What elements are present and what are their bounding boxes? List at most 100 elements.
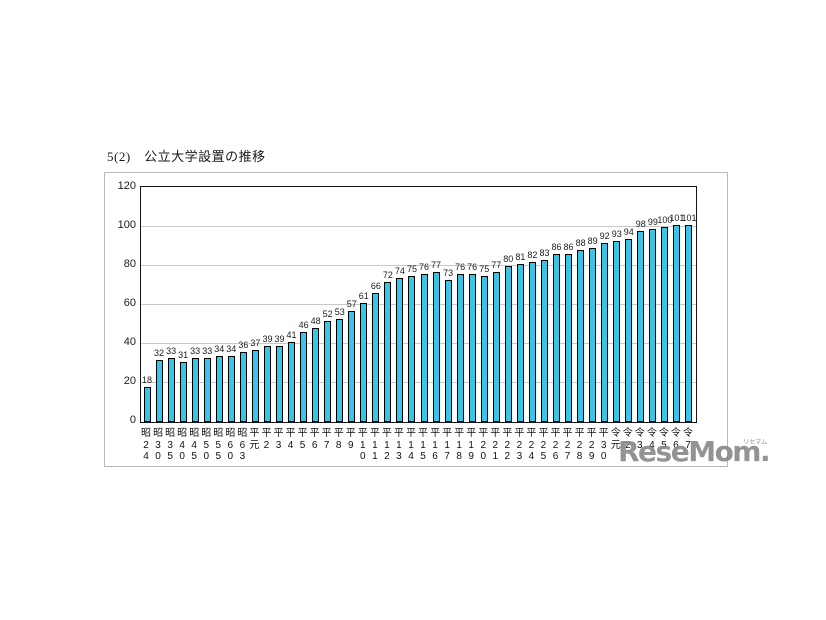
x-axis-label-char: 平 — [333, 428, 344, 439]
x-axis-label-char: 2 — [528, 439, 535, 451]
x-axis-label-char: 5 — [661, 439, 667, 451]
bar-value-label: 18 — [142, 374, 153, 385]
x-axis-label-char: 昭 — [201, 428, 212, 439]
bar-value-label: 81 — [515, 252, 526, 263]
gridline — [141, 226, 696, 227]
x-axis-label-char: 2 — [564, 439, 571, 451]
x-axis-label-char: 3 — [637, 439, 643, 451]
x-axis-label-char: 5 — [215, 439, 222, 451]
bar — [300, 332, 308, 422]
y-tick-label: 20 — [123, 375, 136, 387]
x-axis-label-char: 平 — [381, 428, 392, 439]
x-axis-label-char: 1 — [372, 451, 378, 462]
x-axis-label-char: 平 — [538, 428, 549, 439]
x-axis-label-char: 平 — [502, 428, 513, 439]
bar — [589, 248, 597, 422]
x-axis-label-char: 令 — [646, 428, 657, 439]
x-axis-label-char: 2 — [504, 439, 511, 451]
y-tick-label: 40 — [123, 336, 136, 348]
x-axis-label-char: 4 — [649, 439, 655, 451]
x-axis-label-char: 1 — [384, 439, 390, 451]
bar — [492, 271, 500, 422]
x-axis-label-char: 0 — [600, 451, 607, 462]
bar-value-label: 33 — [190, 345, 201, 356]
x-axis-label-char: 3 — [396, 451, 402, 462]
x-axis-label-char: 昭 — [189, 428, 200, 439]
x-axis-label-char: 0 — [155, 451, 161, 462]
bar-value-label: 33 — [202, 345, 213, 356]
bar — [336, 318, 344, 422]
x-axis-label-char: 3 — [155, 439, 161, 451]
bar-value-label: 32 — [154, 347, 165, 358]
bar-value-label: 73 — [443, 267, 454, 278]
bar — [143, 386, 151, 422]
x-axis-label-char: 1 — [360, 439, 366, 451]
bar-value-label: 75 — [406, 263, 417, 274]
bar-value-label: 83 — [539, 248, 550, 259]
gridline — [141, 304, 696, 305]
x-axis-label-char: 0 — [203, 451, 210, 462]
x-axis-label-char: 1 — [444, 439, 450, 451]
x-axis-label-char: 6 — [673, 439, 679, 451]
x-axis-label-char: 平 — [478, 428, 489, 439]
bar — [384, 281, 392, 422]
x-axis-label-char: 平 — [345, 428, 356, 439]
bar-value-label: 76 — [467, 261, 478, 272]
x-axis-label-char: 8 — [576, 451, 583, 462]
x-axis-label-char: 平 — [490, 428, 501, 439]
x-axis-label-char: 平 — [405, 428, 416, 439]
resemom-watermark: リセマム ReseMom. — [618, 438, 771, 466]
x-axis-label-char: 2 — [540, 439, 547, 451]
x-axis-label-char: 平 — [574, 428, 585, 439]
bar-value-label: 39 — [262, 333, 273, 344]
bar-value-label: 88 — [575, 238, 586, 249]
x-axis-label-char: 昭 — [141, 428, 152, 439]
bar-value-label: 75 — [479, 263, 490, 274]
x-axis-label-char: 5 — [191, 451, 197, 462]
x-axis-label-char: 平 — [297, 428, 308, 439]
x-axis-label-char: 7 — [564, 451, 571, 462]
x-axis-label-char: 7 — [323, 439, 330, 451]
x-axis-label-char: 1 — [408, 439, 414, 451]
x-axis-label-char: 1 — [372, 439, 378, 451]
x-axis-label-char: 6 — [311, 439, 318, 451]
y-axis-labels: 0 20 40 60 80 100 120 — [98, 180, 136, 426]
x-axis-label-char: 平 — [514, 428, 525, 439]
x-axis-label-char: 昭 — [153, 428, 164, 439]
bar-value-label: 82 — [527, 250, 538, 261]
x-axis-label-char: 5 — [540, 451, 547, 462]
bar — [239, 351, 247, 422]
gridline — [141, 343, 696, 344]
bar-value-label: 77 — [431, 259, 442, 270]
bar — [456, 273, 464, 422]
bar — [553, 254, 560, 422]
x-axis-label-char: 令 — [670, 428, 681, 439]
bar — [324, 320, 332, 422]
x-axis-label-char: 6 — [432, 451, 438, 462]
bar-value-label: 34 — [226, 343, 237, 354]
x-axis-label-char: 2 — [552, 439, 559, 451]
x-axis-label-char: 2 — [624, 439, 631, 451]
bar-value-label: 66 — [370, 281, 381, 292]
x-axis-label-char: 令 — [622, 428, 633, 439]
bar — [251, 349, 259, 422]
x-axis-label-char: 1 — [420, 439, 426, 451]
x-axis-label-char: 令 — [682, 428, 693, 439]
y-tick-label: 0 — [129, 414, 136, 426]
bar-value-label: 94 — [623, 226, 634, 237]
bar — [565, 254, 573, 422]
y-tick-label: 120 — [117, 180, 136, 192]
x-axis-label-char: 6 — [239, 439, 246, 451]
